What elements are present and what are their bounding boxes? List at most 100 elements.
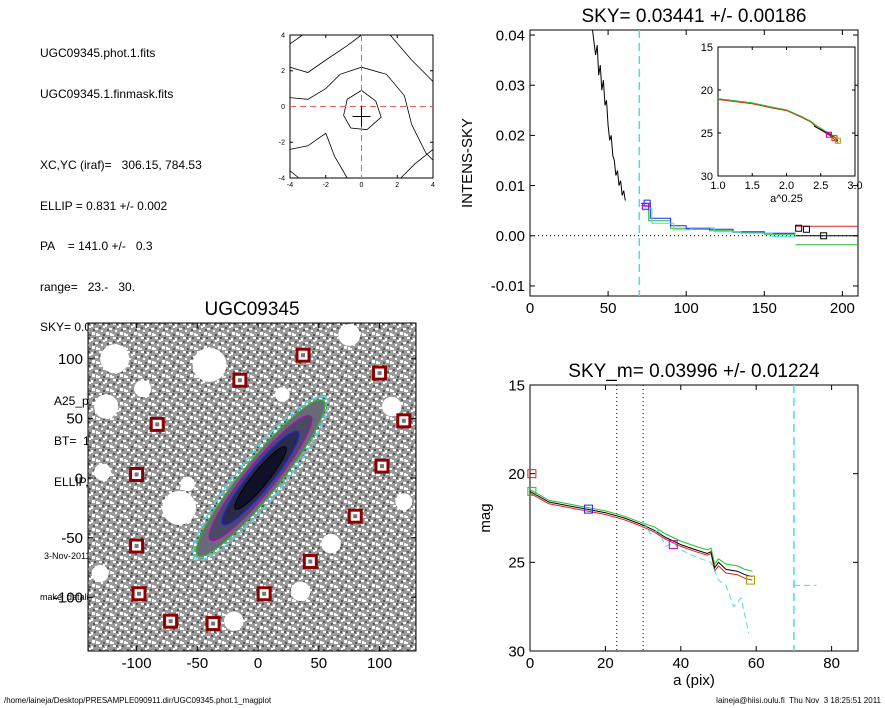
mask-hole-4 [381,396,402,417]
sky-box-center-4 [155,422,160,427]
mag-profile-frame [529,384,859,652]
contour-xtick-label: 2 [395,182,399,189]
sky-box-center-0 [301,353,306,358]
galaxy-image-ytick-label: 0 [75,470,83,487]
mask-hole-8 [91,564,109,582]
sky-profile-marker-1 [642,203,650,211]
mag-profile-xtick-label: 60 [748,655,765,672]
contour-line-1 [289,66,434,161]
contour-line-0 [343,89,382,131]
mag-profile-xtick-label: 20 [597,655,614,672]
sky-profile-marker-2 [795,224,803,232]
mag-profile-xtick-label: 80 [823,655,840,672]
mag-profile-ytick-label: 20 [508,466,525,483]
contour-xtick-label: -2 [323,182,329,189]
galaxy-ellipse-4 [234,446,287,510]
sky-box-center-2 [237,378,242,383]
mag-profile-marker-2 [583,504,593,514]
galaxy-image-xtick-label: -50 [186,655,208,672]
mag-profile-ylabel: mag [477,503,494,532]
sky-profile-ytick-label: 0.04 [496,27,525,44]
contour-line-2 [289,34,362,73]
mask-hole-3 [338,323,361,346]
sky-inset-xtick-label: 3.0 [847,180,862,192]
mag-profile-ytick-label: 15 [508,377,525,394]
sky-inset-ytick-label: 25 [701,128,713,140]
mask-hole-1 [192,347,227,382]
footer-user: laineja@hiisi.oulu.fi Thu Nov 3 18:25:51… [716,696,881,705]
inset-background [718,47,855,176]
mask-hole-7 [321,533,341,554]
sky-profile-ytick-label: -0.01 [491,278,525,295]
mag-profile-series-1 [529,490,753,577]
sky-box-center-5 [379,464,384,469]
sky-profile-xtick-label: 50 [600,300,617,317]
galaxy-image-xtick-label: 100 [367,655,392,672]
galaxy-image-ytick-label: -50 [61,530,83,547]
mask-hole-9 [224,611,244,631]
mag-profile-series-2 [529,489,753,572]
sky-profile-marker-4 [820,232,828,240]
sky-profile-ytick-label: 0.02 [496,128,525,145]
sky-profile-axes: 0 50 100 150 200 -0.01 0.00 0.01 0.02 0.03 0.04 SKY… [459,6,859,317]
sky-inset-xlabel: a^0.25 [770,193,803,205]
sky-inset-series-0 [717,99,839,143]
sky-box-center-12 [168,619,173,624]
sky-inset-ytick-label: 20 [701,85,713,97]
sky-profile-marker-3 [802,225,810,233]
sky-profile-series-1 [640,205,796,235]
sky-inset-xtick-label: 2.5 [813,180,828,192]
contour-ytick-label: 2 [281,68,285,75]
sky-profile-title: SKY= 0.03441 +/- 0.00186 [581,6,806,27]
mask-hole-13 [275,387,290,402]
mag-profile-marker-1 [527,486,537,496]
sky-box-center-10 [137,591,142,596]
contour-xtick-label: 4 [431,182,435,189]
mag-profile-xtick-label: 40 [672,655,689,672]
galaxy-image-frame [87,322,417,652]
info-line: ELLIP = 0.831 +/- 0.002 [40,198,168,213]
contour-axes: -4 -2 0 2 4 -4 -2 0 2 4 [279,32,435,189]
sky-profile-xtick-label: 200 [830,300,855,317]
sky-box-center-7 [353,514,358,519]
sky-inset-xtick-label: 1.0 [710,180,725,192]
galaxy-image-xtick-label: 0 [254,655,262,672]
galaxy-image-axes: -100 -50 0 50 100 -100 -50 0 50 100 UGC09345 [53,299,417,672]
sky-profile-series-0 [592,29,626,201]
mask-hole-0 [100,344,130,374]
contour-xtick-label: -4 [287,182,293,189]
contour-line-4 [289,34,303,45]
mask-hole-6 [162,490,197,525]
sky-profile-ylabel: INTENS-SKY [459,118,476,208]
mask-hole-5 [180,476,195,492]
sky-box-center-9 [308,559,313,564]
sky-inset-marker-0 [825,131,832,138]
sky-inset-xtick-label: 2.0 [779,180,794,192]
mag-profile-marker-0 [527,469,537,479]
sky-box-center-6 [134,472,139,477]
footer-path: /home/laineja/Desktop/PRESAMPLE090911.di… [4,696,272,705]
sky-profile-ytick-label: 0.00 [496,228,525,245]
sky-profile-ytick-label: 0.01 [496,178,525,195]
galaxy-image-plot [88,323,416,651]
sky-box-center-11 [262,591,267,596]
mag-profile-xtick-label: 0 [526,655,534,672]
info-line: XC,YC (iraf)= 306.15, 784.53 [40,158,202,172]
info-line: range= 23.- 30. [40,279,136,294]
contour-line-6 [400,149,434,179]
galaxy-image-title: UGC09345 [204,299,299,320]
galaxy-image-xtick-label: 50 [310,655,327,672]
mag-profile-xlabel: a (pix) [673,672,715,689]
info-line: UGC09345.1.finmask.fits [40,86,174,101]
sky-box-center-8 [134,544,139,549]
sky-profile-series-3 [640,207,796,238]
sky-profile-xtick-label: 100 [674,300,699,317]
info-line: PA = 141.0 +/- 0.3 [40,239,153,253]
galaxy-image-xtick-label: -100 [122,655,152,672]
sky-profile-xtick-label: 0 [526,300,534,317]
sky-profile-marker-0 [643,199,651,207]
mask-hole-11 [290,581,311,602]
mag-profile-marker-3 [668,540,678,550]
sky-box-center-13 [211,621,216,626]
